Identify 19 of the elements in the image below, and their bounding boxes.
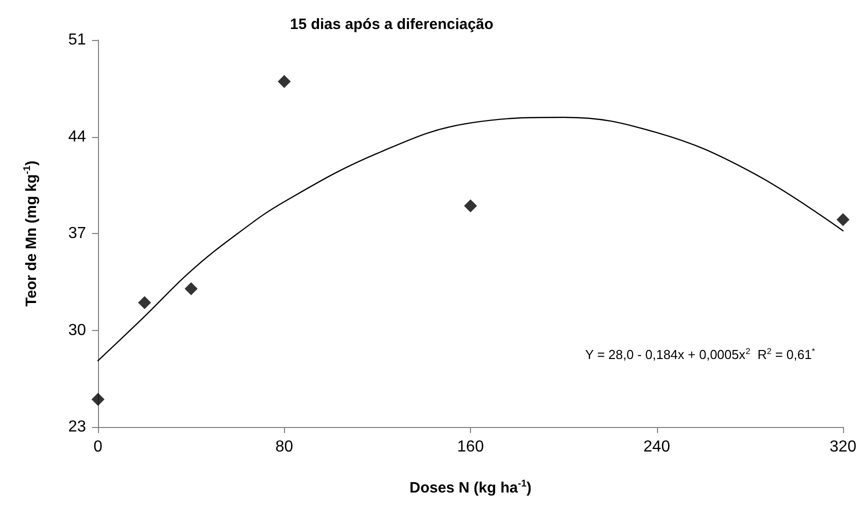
y-tick-label: 23: [68, 418, 86, 436]
line-series: [97, 116, 844, 362]
point: [836, 213, 850, 226]
y-axis-title: Teor de Mn (mg kg-1): [22, 160, 40, 306]
y-tick-label: 51: [68, 32, 86, 48]
point: [138, 296, 152, 310]
point: [184, 282, 198, 296]
x-tick-label: 0: [94, 438, 103, 456]
y-tick-label: 37: [68, 225, 86, 242]
x-tick-label: 80: [275, 438, 294, 456]
point: [278, 74, 291, 88]
point: [92, 392, 104, 406]
x-tick-label: 320: [830, 438, 856, 456]
x-tick-label: 160: [457, 438, 484, 456]
y-tick-label: 44: [68, 128, 86, 146]
chart-title: 15 dias após a diferenciação: [290, 16, 494, 33]
point: [464, 199, 477, 212]
x-tick-label: 240: [643, 438, 670, 456]
y-tick-label: 30: [68, 322, 86, 339]
